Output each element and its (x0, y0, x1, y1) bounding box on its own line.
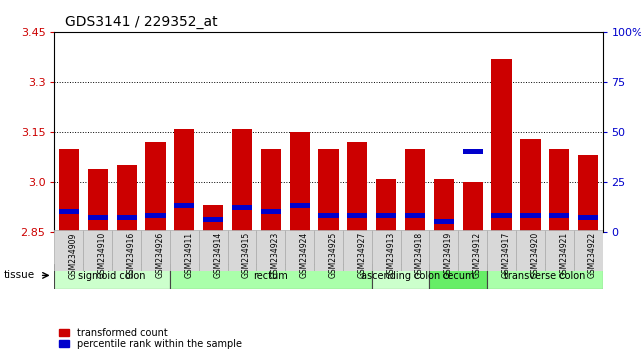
Bar (520, 138, 540, 232)
Text: GSM234923: GSM234923 (271, 232, 280, 278)
Text: GSM234912: GSM234912 (472, 232, 482, 278)
Text: GSM234925: GSM234925 (328, 232, 338, 278)
Bar (429, 230, 458, 271)
Text: cecum: cecum (442, 271, 474, 281)
Text: GSM234916: GSM234916 (127, 232, 136, 278)
Bar (520, 213, 540, 218)
Bar (146, 213, 165, 218)
Bar (347, 213, 367, 218)
Bar (174, 203, 194, 209)
Bar (372, 264, 429, 289)
Bar (492, 213, 512, 218)
Bar (203, 205, 223, 232)
Text: GSM234917: GSM234917 (501, 232, 511, 278)
Bar (261, 209, 281, 215)
Bar (170, 264, 372, 289)
Text: ascending colon: ascending colon (361, 271, 440, 281)
Bar (458, 230, 487, 271)
Bar (117, 165, 137, 232)
Bar (170, 230, 199, 271)
Bar (492, 58, 512, 232)
Bar (203, 217, 223, 222)
Bar (434, 219, 454, 224)
Bar (261, 149, 281, 232)
Bar (549, 213, 569, 218)
Bar (405, 149, 425, 232)
Text: GSM234910: GSM234910 (97, 232, 107, 278)
Text: rectum: rectum (253, 271, 288, 281)
Text: GSM234920: GSM234920 (530, 232, 540, 278)
Bar (83, 230, 112, 271)
Bar (319, 149, 338, 232)
Text: GSM234913: GSM234913 (386, 232, 395, 278)
Bar (319, 213, 338, 218)
Bar (487, 230, 516, 271)
Text: GSM234918: GSM234918 (415, 232, 424, 278)
Bar (199, 230, 228, 271)
Bar (343, 230, 372, 271)
Text: sigmoid colon: sigmoid colon (78, 271, 146, 281)
Bar (256, 230, 285, 271)
Bar (112, 230, 141, 271)
Bar (117, 215, 137, 221)
Bar (88, 215, 108, 221)
Bar (290, 132, 310, 232)
Bar (347, 142, 367, 232)
Bar (463, 182, 483, 232)
Bar (232, 129, 252, 232)
Bar (146, 142, 165, 232)
Bar (401, 230, 429, 271)
Text: GSM234926: GSM234926 (155, 232, 165, 278)
Bar (54, 264, 170, 289)
Bar (574, 230, 603, 271)
Bar (376, 213, 396, 218)
Bar (376, 178, 396, 232)
Bar (59, 209, 79, 215)
Bar (174, 129, 194, 232)
Bar (487, 264, 603, 289)
Text: GSM234919: GSM234919 (444, 232, 453, 278)
Bar (59, 149, 79, 232)
Text: tissue: tissue (3, 270, 35, 280)
Bar (290, 203, 310, 209)
Bar (232, 205, 252, 210)
Text: GSM234915: GSM234915 (242, 232, 251, 278)
Text: GSM234922: GSM234922 (588, 232, 597, 278)
Text: GSM234911: GSM234911 (185, 232, 194, 278)
Text: GSM234921: GSM234921 (559, 232, 569, 278)
Bar (463, 149, 483, 154)
Text: GDS3141 / 229352_at: GDS3141 / 229352_at (65, 16, 218, 29)
Bar (54, 230, 83, 271)
Bar (578, 155, 598, 232)
Bar (314, 230, 343, 271)
Bar (516, 230, 545, 271)
Bar (434, 178, 454, 232)
Bar (285, 230, 314, 271)
Bar (429, 264, 487, 289)
Bar (578, 215, 598, 221)
Bar (549, 149, 569, 232)
Bar (372, 230, 401, 271)
Text: GSM234927: GSM234927 (358, 232, 367, 278)
Text: transverse colon: transverse colon (504, 271, 585, 281)
Text: GSM234924: GSM234924 (299, 232, 309, 278)
Bar (88, 169, 108, 232)
Bar (405, 213, 425, 218)
Bar (545, 230, 574, 271)
Text: GSM234909: GSM234909 (69, 232, 78, 279)
Legend: transformed count, percentile rank within the sample: transformed count, percentile rank withi… (60, 328, 242, 349)
Text: GSM234914: GSM234914 (213, 232, 222, 278)
Bar (228, 230, 256, 271)
Bar (141, 230, 170, 271)
